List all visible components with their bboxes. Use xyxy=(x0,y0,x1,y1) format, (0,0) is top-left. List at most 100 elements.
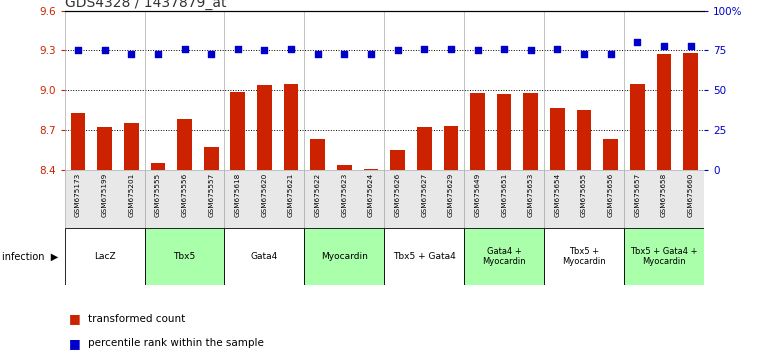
Bar xyxy=(384,228,464,285)
Text: GSM675555: GSM675555 xyxy=(155,173,161,217)
Point xyxy=(419,46,431,52)
Text: GSM675556: GSM675556 xyxy=(182,173,187,217)
Bar xyxy=(337,165,352,170)
Point xyxy=(578,51,590,56)
Text: Tbx5 +
Myocardin: Tbx5 + Myocardin xyxy=(562,247,606,266)
Bar xyxy=(364,169,378,170)
Text: GDS4328 / 1437879_at: GDS4328 / 1437879_at xyxy=(65,0,226,10)
Point xyxy=(365,51,377,56)
Text: GSM675623: GSM675623 xyxy=(342,173,347,217)
Bar xyxy=(257,85,272,170)
Text: GSM675653: GSM675653 xyxy=(528,173,533,217)
Point xyxy=(498,46,510,52)
Bar xyxy=(550,108,565,170)
Bar xyxy=(630,84,645,170)
Text: LacZ: LacZ xyxy=(94,252,116,261)
Bar xyxy=(304,170,384,228)
Text: ■: ■ xyxy=(68,312,80,325)
Text: GSM675557: GSM675557 xyxy=(209,173,214,217)
Bar xyxy=(177,120,192,170)
Text: GSM675655: GSM675655 xyxy=(581,173,587,217)
Text: Gata4 +
Myocardin: Gata4 + Myocardin xyxy=(482,247,526,266)
Text: GSM675618: GSM675618 xyxy=(235,173,240,217)
Bar xyxy=(304,228,384,285)
Point xyxy=(285,46,297,52)
Text: infection  ▶: infection ▶ xyxy=(2,252,58,262)
Bar xyxy=(417,127,431,170)
Text: Myocardin: Myocardin xyxy=(321,252,368,261)
Text: GSM675199: GSM675199 xyxy=(102,173,107,217)
Bar xyxy=(124,124,139,170)
Text: GSM675656: GSM675656 xyxy=(608,173,613,217)
Bar xyxy=(497,94,511,170)
Bar xyxy=(284,84,298,170)
Text: GSM675660: GSM675660 xyxy=(688,173,693,217)
Bar xyxy=(65,228,145,285)
Bar xyxy=(544,228,624,285)
Text: GSM675624: GSM675624 xyxy=(368,173,374,217)
Text: Gata4: Gata4 xyxy=(251,252,278,261)
Point xyxy=(604,51,616,56)
Text: GSM675654: GSM675654 xyxy=(555,173,560,217)
Bar xyxy=(464,228,544,285)
Bar xyxy=(151,163,165,170)
Text: GSM675173: GSM675173 xyxy=(75,173,81,217)
Text: GSM675622: GSM675622 xyxy=(315,173,320,217)
Point xyxy=(391,47,403,53)
Bar xyxy=(603,139,618,170)
Bar xyxy=(145,170,224,228)
Point xyxy=(125,51,137,56)
Text: GSM675201: GSM675201 xyxy=(129,173,134,217)
Bar xyxy=(444,126,458,170)
Bar xyxy=(470,93,485,170)
Bar xyxy=(544,170,624,228)
Point xyxy=(258,47,271,53)
Bar xyxy=(524,93,538,170)
Bar xyxy=(231,92,245,170)
Bar xyxy=(145,228,224,285)
Point xyxy=(231,46,244,52)
Bar xyxy=(310,139,325,170)
Point xyxy=(72,47,84,53)
Point xyxy=(551,46,563,52)
Bar xyxy=(624,170,704,228)
Point xyxy=(631,40,643,45)
Bar xyxy=(464,170,544,228)
Text: GSM675620: GSM675620 xyxy=(262,173,267,217)
Text: GSM675621: GSM675621 xyxy=(288,173,294,217)
Text: GSM675629: GSM675629 xyxy=(448,173,454,217)
Text: GSM675649: GSM675649 xyxy=(475,173,480,217)
Text: GSM675658: GSM675658 xyxy=(661,173,667,217)
Point xyxy=(524,47,537,53)
Bar xyxy=(204,147,218,170)
Text: Tbx5 + Gata4: Tbx5 + Gata4 xyxy=(393,252,456,261)
Point xyxy=(684,43,696,48)
Bar xyxy=(577,110,591,170)
Bar xyxy=(224,228,304,285)
Point xyxy=(444,46,457,52)
Point xyxy=(151,51,164,56)
Point xyxy=(658,43,670,48)
Bar xyxy=(624,228,704,285)
Bar xyxy=(384,170,464,228)
Text: transformed count: transformed count xyxy=(88,314,185,324)
Point xyxy=(471,47,484,53)
Text: GSM675651: GSM675651 xyxy=(501,173,507,217)
Text: percentile rank within the sample: percentile rank within the sample xyxy=(88,338,263,348)
Bar xyxy=(97,127,112,170)
Text: GSM675626: GSM675626 xyxy=(395,173,400,217)
Bar xyxy=(71,113,85,170)
Bar xyxy=(657,55,671,170)
Text: ■: ■ xyxy=(68,337,80,350)
Text: Tbx5: Tbx5 xyxy=(174,252,196,261)
Bar xyxy=(224,170,304,228)
Point xyxy=(338,51,350,56)
Point xyxy=(98,47,111,53)
Bar xyxy=(683,53,698,170)
Point xyxy=(205,51,218,56)
Point xyxy=(178,46,190,52)
Text: GSM675627: GSM675627 xyxy=(422,173,427,217)
Text: Tbx5 + Gata4 +
Myocardin: Tbx5 + Gata4 + Myocardin xyxy=(630,247,698,266)
Bar xyxy=(390,150,405,170)
Text: GSM675657: GSM675657 xyxy=(635,173,640,217)
